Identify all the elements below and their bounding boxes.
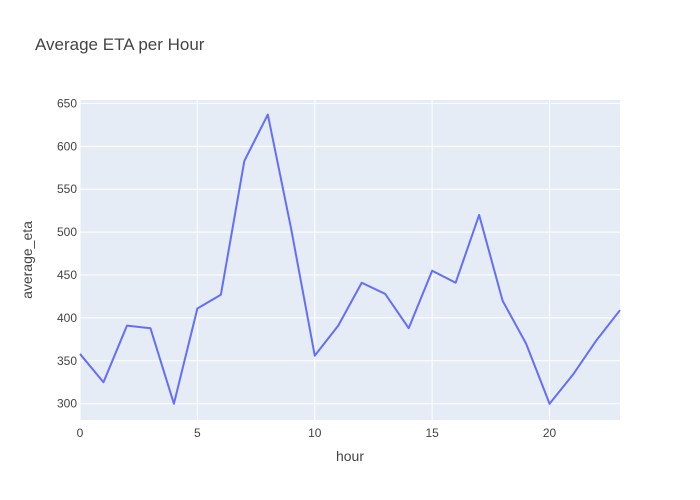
y-tick-label: 650 bbox=[57, 96, 77, 110]
y-tick-labels: 300 350 400 450 500 550 600 650 bbox=[57, 96, 77, 410]
y-tick-label: 350 bbox=[57, 354, 77, 368]
series-group bbox=[79, 113, 621, 405]
y-gridlines bbox=[80, 102, 620, 405]
x-tick-labels: 0 5 10 15 20 bbox=[77, 426, 557, 440]
y-tick-label: 300 bbox=[57, 397, 77, 411]
y-tick-label: 450 bbox=[57, 268, 77, 282]
x-tick-label: 10 bbox=[308, 426, 322, 440]
chart-title: Average ETA per Hour bbox=[35, 35, 205, 54]
x-gridlines bbox=[79, 100, 551, 420]
y-tick-label: 550 bbox=[57, 182, 77, 196]
y-axis-title: average_eta bbox=[19, 221, 35, 299]
y-tick-label: 500 bbox=[57, 225, 77, 239]
y-tick-label: 400 bbox=[57, 311, 77, 325]
x-tick-label: 0 bbox=[77, 426, 84, 440]
x-tick-label: 20 bbox=[543, 426, 557, 440]
plot-area bbox=[80, 100, 620, 420]
x-axis-title: hour bbox=[336, 448, 364, 464]
y-tick-label: 600 bbox=[57, 139, 77, 153]
series-line bbox=[79, 113, 621, 405]
x-tick-label: 5 bbox=[194, 426, 201, 440]
x-tick-label: 15 bbox=[425, 426, 439, 440]
